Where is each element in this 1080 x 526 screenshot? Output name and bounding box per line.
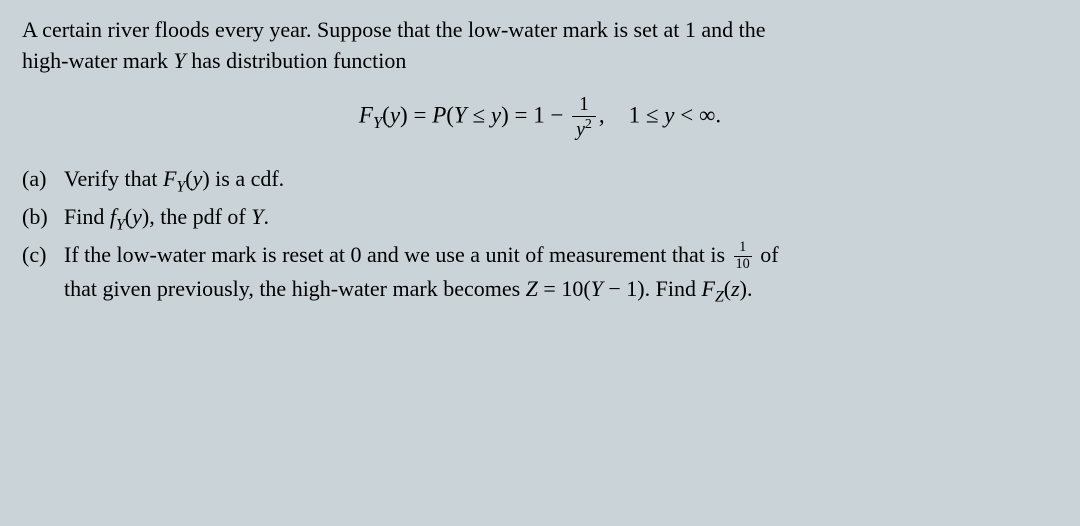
eq-eq2: = 1 − [509,103,569,128]
eq-lp2: ( [446,103,454,128]
a-t1: Verify that [64,166,163,191]
eq-fraction: 1y2 [572,94,596,141]
intro-line2-b: has distribution function [186,48,407,73]
eq-dom-y: y [664,103,674,128]
eq-y1: y [390,103,400,128]
b-subY: Y [116,216,125,233]
eq-rp2: ) [501,103,509,128]
part-c-content: If the low-water mark is reset at 0 and … [64,239,1058,309]
a-y: y [193,166,203,191]
b-y: y [132,204,142,229]
c-rp: ). [740,276,753,301]
a-lp: ( [185,166,192,191]
c-z: z [731,276,740,301]
eq-leq: ≤ [467,103,491,128]
a-rp: ) [202,166,209,191]
eq-Yvar: Y [454,103,467,128]
eq-subY: Y [373,114,382,133]
intro-var-Y: Y [174,48,186,73]
eq-lp1: ( [382,103,390,128]
a-subY: Y [176,178,185,195]
eq-frac-num: 1 [572,94,596,117]
part-b-label: (b) [22,201,64,237]
eq-F: F [359,103,373,128]
part-b-content: Find fY(y), the pdf of Y. [64,201,1058,237]
intro-line1: A certain river floods every year. Suppo… [22,17,766,42]
eq-y2: y [491,103,501,128]
c-t1: If the low-water mark is reset at 0 and … [64,242,731,267]
c-t2: of [755,242,779,267]
eq-comma: , [599,103,605,128]
intro-line2-a: high-water mark [22,48,174,73]
c-Zvar: Z [526,276,538,301]
c-Yvar: Y [591,276,603,301]
b-t1: Find [64,204,110,229]
c-eq: = 10( [538,276,591,301]
c-subZ: Z [715,288,724,305]
a-t2: is a cdf. [210,166,285,191]
c-minus1: − 1). Find [603,276,702,301]
part-b: (b) Find fY(y), the pdf of Y. [22,201,1058,237]
c-F: F [701,276,714,301]
eq-dom1: 1 ≤ [629,103,665,128]
cdf-equation: FY(y) = P(Y ≤ y) = 1 − 1y2,1 ≤ y < ∞. [22,94,1058,141]
b-t2: , the pdf of [149,204,251,229]
eq-eq1: = [408,103,432,128]
eq-P: P [432,103,446,128]
eq-domlt: < ∞. [674,103,721,128]
c-t3: that given previously, the high-water ma… [64,276,526,301]
c-frac-num: 1 [734,240,752,257]
part-c: (c) If the low-water mark is reset at 0 … [22,239,1058,309]
c-lp: ( [724,276,731,301]
b-t3: . [264,204,270,229]
b-Yvar: Y [251,204,263,229]
part-a-content: Verify that FY(y) is a cdf. [64,163,1058,199]
a-F: F [163,166,176,191]
eq-frac-den: y2 [572,117,596,141]
eq-rp1: ) [400,103,408,128]
c-fraction: 110 [734,240,752,272]
problem-intro: A certain river floods every year. Suppo… [22,14,1058,76]
part-a: (a) Verify that FY(y) is a cdf. [22,163,1058,199]
c-frac-den: 10 [734,257,752,273]
part-c-label: (c) [22,239,64,309]
part-a-label: (a) [22,163,64,199]
